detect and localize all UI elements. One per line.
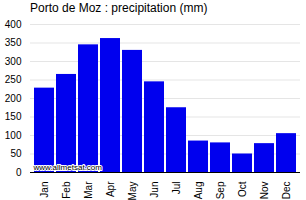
- svg-text:0: 0: [16, 167, 22, 178]
- svg-text:Jan: Jan: [39, 182, 50, 198]
- svg-text:350: 350: [5, 37, 22, 48]
- svg-text:250: 250: [5, 74, 22, 85]
- svg-text:Mar: Mar: [83, 181, 94, 199]
- svg-text:200: 200: [5, 93, 22, 104]
- svg-text:300: 300: [5, 56, 22, 67]
- svg-text:Oct: Oct: [237, 181, 248, 197]
- svg-text:Sep: Sep: [215, 181, 226, 199]
- svg-text:May: May: [127, 182, 138, 200]
- svg-text:Feb: Feb: [61, 181, 72, 199]
- svg-text:150: 150: [5, 111, 22, 122]
- html-text:Porto de Moz : precipitation (: Porto de Moz : precipitation (mm): [30, 1, 208, 15]
- svg-text:Jun: Jun: [149, 182, 160, 198]
- svg-text:Nov: Nov: [259, 182, 270, 200]
- svg-text:Dec: Dec: [281, 182, 292, 200]
- svg-text:Apr: Apr: [105, 181, 116, 197]
- svg-text:www.allmetsat.com: www.allmetsat.com: [33, 163, 103, 172]
- svg-text:Aug: Aug: [193, 182, 204, 200]
- svg-text:100: 100: [5, 130, 22, 141]
- svg-text:400: 400: [5, 19, 22, 30]
- svg-text:Jul: Jul: [171, 182, 182, 195]
- svg-text:50: 50: [10, 148, 22, 159]
